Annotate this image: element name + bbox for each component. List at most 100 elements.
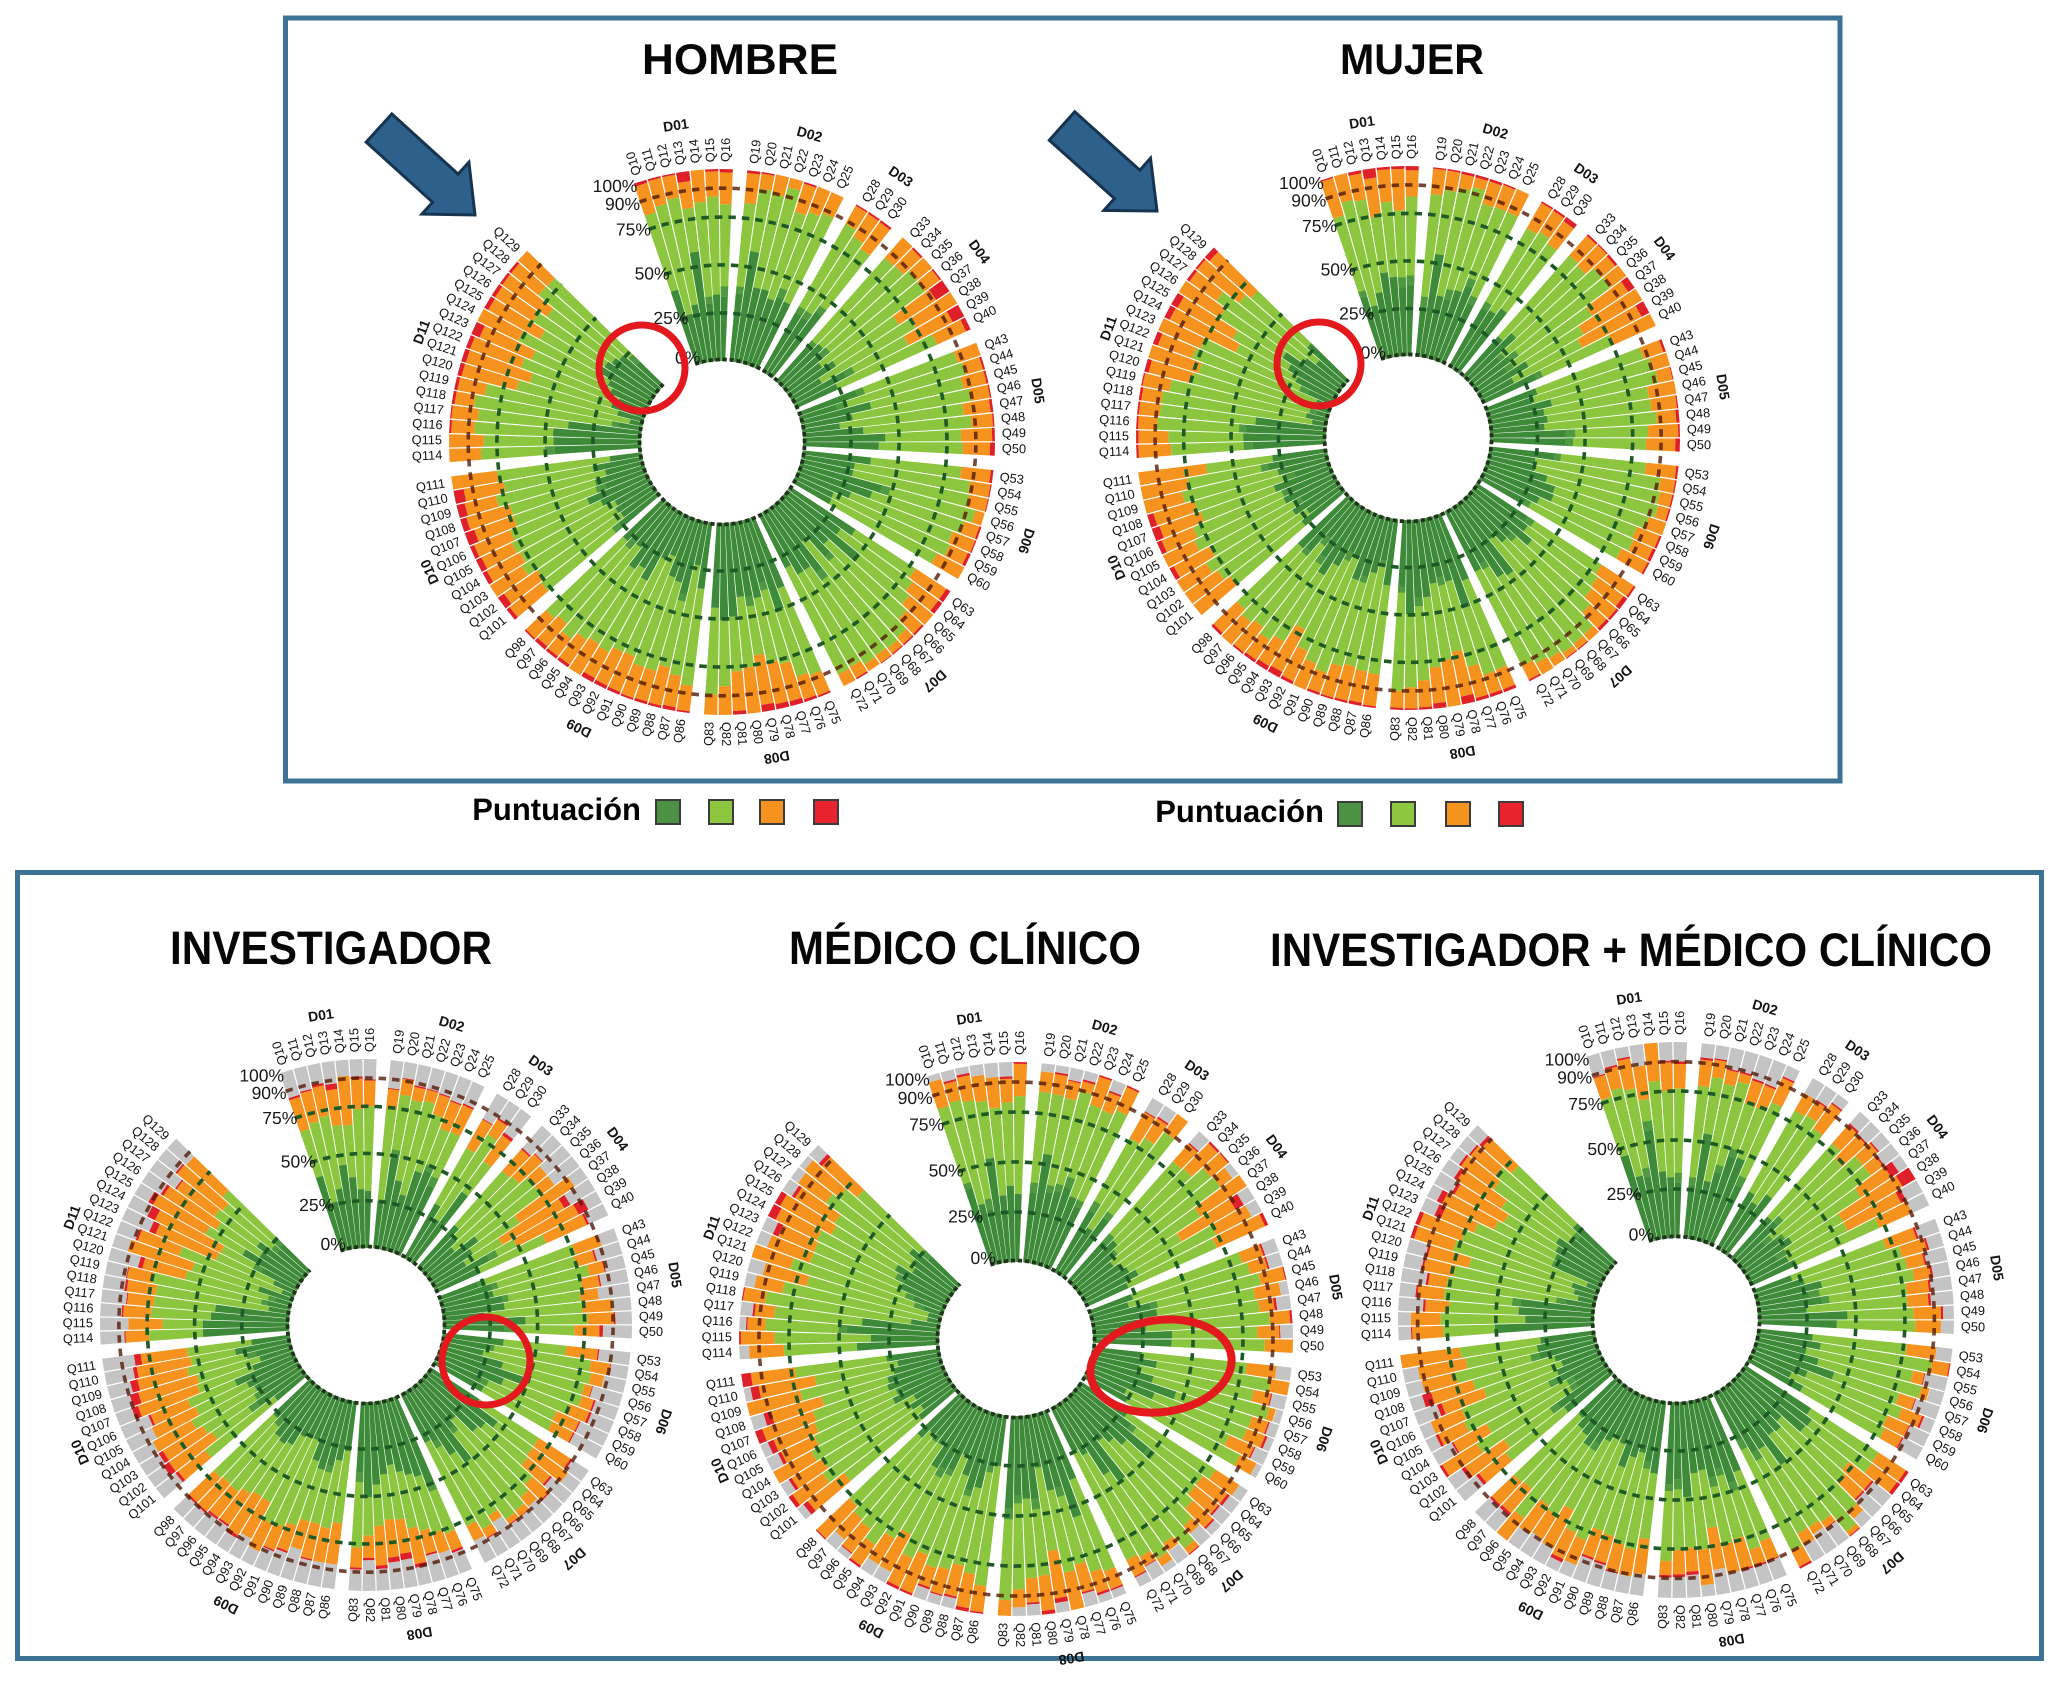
svg-text:Q87: Q87: [1607, 1598, 1626, 1625]
svg-text:Q88: Q88: [284, 1587, 305, 1614]
svg-text:Q49: Q49: [1961, 1303, 1986, 1319]
svg-text:Q81: Q81: [1688, 1604, 1705, 1629]
svg-text:Q110: Q110: [1365, 1369, 1398, 1390]
svg-text:Q21: Q21: [418, 1033, 438, 1060]
svg-text:Q48: Q48: [1298, 1306, 1323, 1323]
svg-text:Q49: Q49: [1687, 421, 1712, 437]
svg-text:Q55: Q55: [1678, 494, 1705, 514]
svg-text:Q76: Q76: [1103, 1605, 1125, 1633]
svg-text:Q23: Q23: [805, 152, 827, 180]
svg-text:Q12: Q12: [1340, 140, 1359, 167]
svg-text:Q89: Q89: [1309, 702, 1331, 730]
svg-text:Q21: Q21: [1731, 1017, 1751, 1044]
svg-text:Q19: Q19: [1041, 1032, 1059, 1058]
svg-text:Q116: Q116: [63, 1299, 94, 1316]
svg-text:Q47: Q47: [635, 1277, 661, 1295]
svg-text:Q115: Q115: [63, 1315, 93, 1330]
svg-text:100%: 100%: [1279, 173, 1324, 193]
svg-text:Q16: Q16: [1672, 1011, 1687, 1035]
svg-text:Q56: Q56: [1674, 509, 1701, 530]
svg-text:Q48: Q48: [1959, 1286, 1984, 1303]
svg-text:Q89: Q89: [269, 1583, 291, 1611]
svg-text:50%: 50%: [281, 1152, 316, 1172]
svg-text:Q88: Q88: [638, 711, 659, 738]
svg-text:90%: 90%: [898, 1088, 933, 1108]
svg-text:Q114: Q114: [1099, 443, 1130, 459]
svg-text:Q76: Q76: [1763, 1587, 1785, 1615]
svg-text:Q10: Q10: [268, 1040, 290, 1068]
svg-text:Q87: Q87: [1340, 710, 1359, 737]
svg-text:Q117: Q117: [1100, 395, 1132, 413]
svg-text:D05: D05: [1987, 1254, 2007, 1282]
svg-text:Q23: Q23: [447, 1041, 469, 1069]
svg-text:100%: 100%: [593, 176, 638, 196]
svg-text:Q78: Q78: [778, 713, 798, 740]
svg-text:Q44: Q44: [1285, 1241, 1313, 1262]
svg-text:Q119: Q119: [68, 1251, 101, 1272]
svg-text:Q78: Q78: [421, 1589, 441, 1616]
svg-text:Q21: Q21: [1462, 140, 1482, 167]
svg-text:Q22: Q22: [1746, 1020, 1767, 1047]
svg-text:25%: 25%: [299, 1195, 334, 1215]
svg-text:0%: 0%: [1361, 343, 1386, 363]
svg-text:Q46: Q46: [1293, 1273, 1320, 1292]
svg-text:Q46: Q46: [633, 1261, 660, 1280]
svg-text:Q119: Q119: [1105, 363, 1138, 384]
svg-text:Puntuación: Puntuación: [1155, 794, 1324, 829]
svg-text:Q83: Q83: [1654, 1604, 1670, 1629]
svg-text:D06: D06: [1015, 526, 1038, 556]
svg-text:Q76: Q76: [807, 704, 829, 732]
svg-text:Q48: Q48: [637, 1292, 662, 1309]
svg-text:Q50: Q50: [1687, 437, 1712, 453]
svg-text:Q13: Q13: [963, 1033, 981, 1059]
svg-text:Q10: Q10: [915, 1043, 937, 1071]
svg-text:Q110: Q110: [416, 490, 449, 511]
svg-text:Q45: Q45: [1290, 1257, 1317, 1277]
svg-text:Q88: Q88: [931, 1612, 952, 1639]
svg-text:Q44: Q44: [1946, 1222, 1974, 1243]
svg-text:Q16: Q16: [1404, 135, 1419, 159]
svg-text:Puntuación: Puntuación: [472, 792, 641, 827]
svg-text:D02: D02: [1751, 996, 1780, 1018]
svg-text:INVESTIGADOR + MÉDICO CLÍNICO: INVESTIGADOR + MÉDICO CLÍNICO: [1270, 923, 1992, 976]
svg-text:Q47: Q47: [1296, 1289, 1322, 1307]
svg-text:Q13: Q13: [1623, 1013, 1641, 1039]
svg-text:Q14: Q14: [686, 139, 703, 164]
svg-text:Q79: Q79: [1719, 1599, 1738, 1625]
svg-text:Q119: Q119: [708, 1263, 741, 1284]
svg-text:Q16: Q16: [718, 138, 733, 162]
svg-text:Q83: Q83: [345, 1597, 361, 1622]
svg-text:Q55: Q55: [1952, 1378, 1979, 1398]
svg-text:Q89: Q89: [623, 707, 645, 735]
svg-text:Q77: Q77: [1088, 1610, 1109, 1637]
svg-text:Q56: Q56: [1947, 1393, 1974, 1414]
svg-text:Q56: Q56: [626, 1394, 653, 1415]
svg-text:Q79: Q79: [1058, 1617, 1077, 1643]
svg-text:Q54: Q54: [1955, 1363, 1982, 1382]
svg-text:Q116: Q116: [412, 416, 443, 433]
svg-text:Q77: Q77: [793, 709, 814, 736]
svg-text:Q44: Q44: [1672, 342, 1700, 363]
svg-text:Q20: Q20: [1056, 1034, 1075, 1060]
svg-text:Q46: Q46: [995, 377, 1022, 396]
svg-text:Q54: Q54: [1294, 1382, 1321, 1401]
svg-text:Q46: Q46: [1954, 1254, 1981, 1273]
svg-text:Q21: Q21: [1071, 1037, 1091, 1064]
svg-text:Q83: Q83: [701, 721, 717, 746]
svg-text:Q86: Q86: [1623, 1601, 1641, 1627]
svg-text:75%: 75%: [1568, 1094, 1603, 1114]
svg-text:Q20: Q20: [1447, 138, 1466, 164]
svg-text:Q115: Q115: [1099, 428, 1129, 443]
svg-text:90%: 90%: [605, 194, 640, 214]
svg-text:Q49: Q49: [639, 1308, 664, 1324]
svg-text:Q15: Q15: [702, 138, 718, 163]
svg-text:Q81: Q81: [734, 721, 751, 746]
svg-text:Q15: Q15: [1656, 1011, 1672, 1036]
svg-text:Q20: Q20: [761, 141, 780, 167]
svg-text:50%: 50%: [1587, 1139, 1622, 1159]
svg-text:Q48: Q48: [1000, 409, 1025, 426]
svg-text:Q47: Q47: [998, 393, 1024, 411]
svg-text:0%: 0%: [1629, 1225, 1654, 1245]
svg-text:Q48: Q48: [1685, 405, 1710, 422]
svg-text:D01: D01: [1348, 112, 1376, 132]
